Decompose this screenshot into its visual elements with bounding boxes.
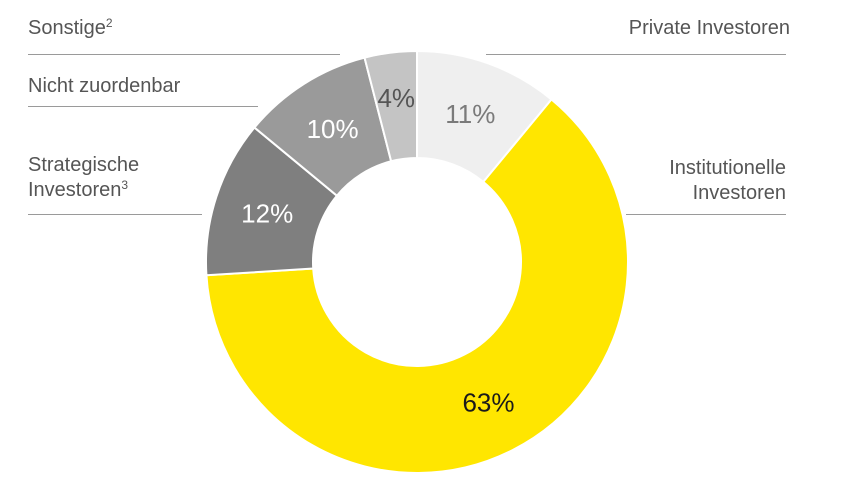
label-nicht-zuordenbar: Nicht zuordenbar — [28, 74, 180, 99]
label-sonstige: Sonstige2 — [28, 16, 113, 41]
label-sonstige-text: Sonstige — [28, 17, 106, 39]
label-strategische-line1: Strategische — [28, 154, 140, 176]
value-label-strategische-investoren: 12% — [241, 198, 293, 228]
value-label-sonstige: 4% — [377, 83, 415, 113]
leader-line-sonstige — [28, 54, 340, 55]
footnote-2: 2 — [105, 16, 113, 30]
label-nicht-zuordenbar-text: Nicht zuordenbar — [28, 75, 181, 97]
label-institutionelle-line1: Institutionelle — [669, 157, 786, 179]
value-label-private-investoren: 11% — [445, 99, 495, 129]
leader-line-private — [486, 54, 786, 55]
label-institutionelle-investoren: Institutionelle Investoren — [669, 156, 786, 206]
label-institutionelle-line2: Investoren — [692, 182, 786, 204]
value-label-institutionelle-investoren: 63% — [462, 387, 514, 417]
slice-institutionelle-investoren — [205, 98, 629, 474]
donut-value-labels: 11% 63% 12% 10% 4% — [241, 83, 514, 418]
leader-line-nicht-zuordenbar — [28, 106, 258, 107]
donut-slices — [205, 49, 629, 474]
leader-line-institutionelle — [626, 214, 786, 215]
label-private-text: Private Investoren — [628, 17, 790, 39]
leader-line-strategische — [28, 214, 202, 215]
label-private-investoren: Private Investoren — [629, 16, 790, 41]
footnote-3: 3 — [121, 178, 129, 192]
value-label-nicht-zuordenbar: 10% — [307, 114, 359, 144]
label-strategische-line2: Investoren — [28, 179, 122, 201]
label-strategische-investoren: Strategische Investoren3 — [28, 153, 139, 203]
slice-sonstige — [363, 49, 418, 163]
